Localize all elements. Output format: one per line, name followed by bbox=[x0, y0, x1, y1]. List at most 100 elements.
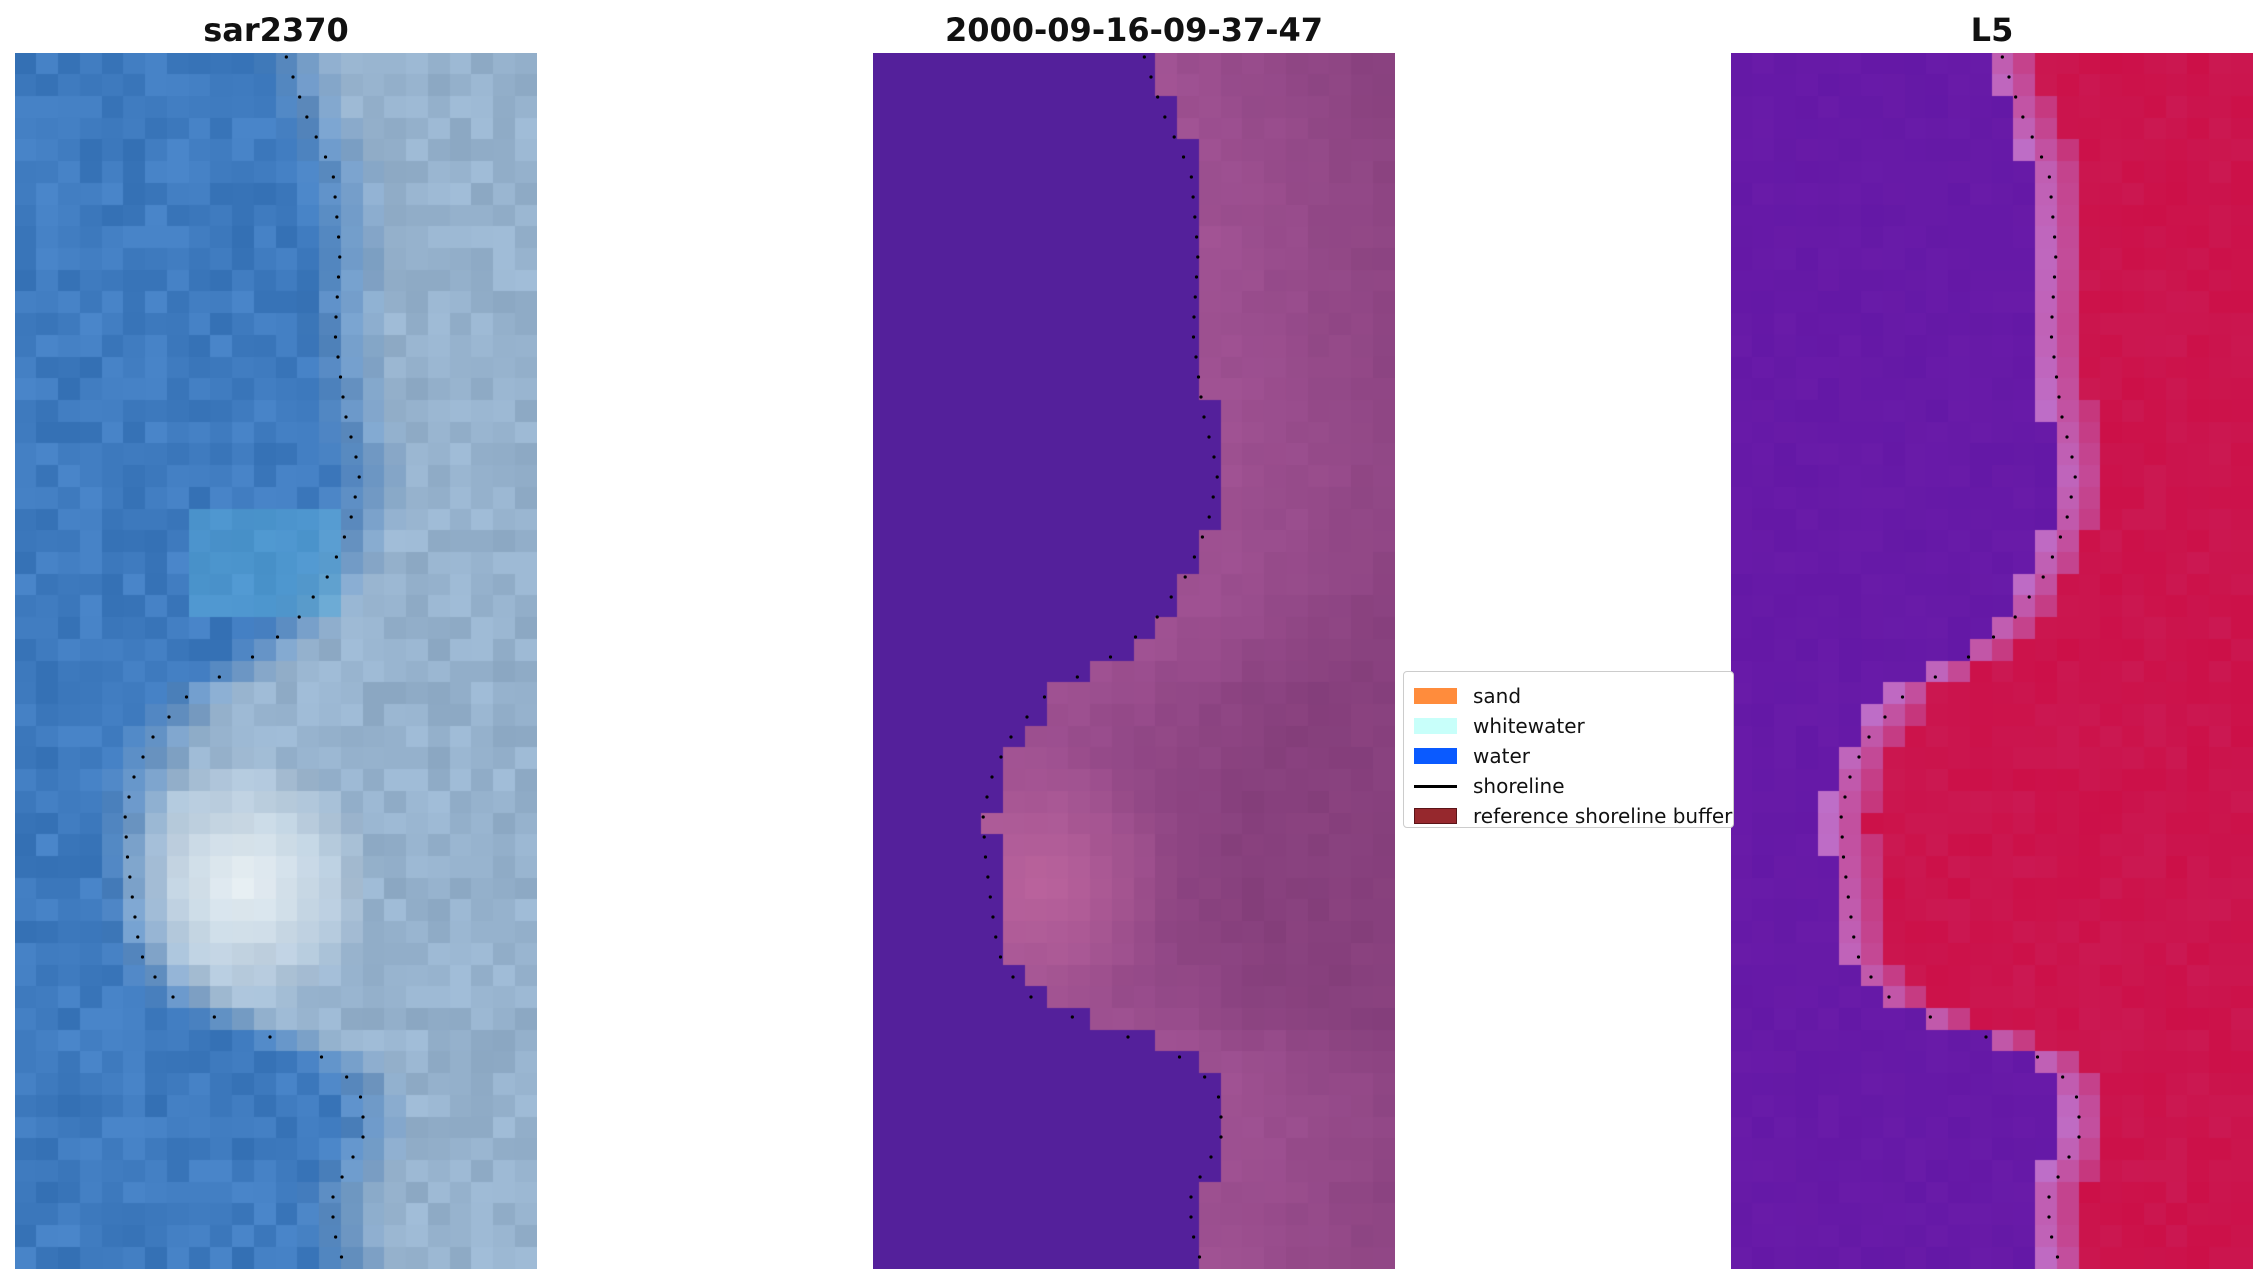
shoreline-dot bbox=[1883, 715, 1887, 719]
shoreline-dot bbox=[1841, 855, 1846, 859]
shoreline-dot bbox=[985, 795, 989, 799]
shoreline-dot bbox=[2065, 515, 2069, 519]
shoreline-dot bbox=[1852, 935, 1856, 939]
shoreline-dot bbox=[2073, 475, 2077, 479]
shoreline-dot bbox=[345, 1075, 349, 1079]
legend-item-sand: sand bbox=[1414, 682, 1521, 710]
shoreline-dot bbox=[1219, 1135, 1223, 1139]
shoreline-dot bbox=[357, 475, 361, 479]
shoreline-dot bbox=[333, 195, 337, 199]
shoreline-dot bbox=[990, 775, 994, 779]
shoreline-dot bbox=[2057, 395, 2061, 399]
shoreline-dot bbox=[344, 415, 348, 419]
shoreline-dot bbox=[988, 895, 992, 899]
shoreline-dot bbox=[354, 455, 358, 459]
shoreline-dot bbox=[2049, 195, 2053, 199]
shoreline-dot bbox=[1966, 655, 1971, 659]
shoreline-dot bbox=[136, 935, 140, 939]
shoreline-dot bbox=[986, 875, 990, 879]
shoreline-dot bbox=[1029, 995, 1033, 999]
shoreline-dot bbox=[1011, 975, 1015, 979]
shoreline-dot bbox=[127, 795, 131, 799]
shoreline-dot bbox=[1156, 95, 1160, 99]
classified-image bbox=[873, 53, 1395, 1269]
shoreline-dot bbox=[2077, 1115, 2081, 1119]
shoreline-overlay bbox=[981, 55, 1223, 1259]
shoreline-dot bbox=[2061, 1075, 2065, 1079]
shoreline-dot bbox=[2007, 75, 2011, 79]
shoreline-dot bbox=[217, 675, 221, 679]
shoreline-dot bbox=[338, 375, 343, 379]
shoreline-dot bbox=[341, 395, 345, 399]
shoreline-dot bbox=[1857, 755, 1861, 759]
shoreline-dot bbox=[1108, 655, 1113, 659]
shoreline-dot bbox=[2052, 275, 2057, 279]
shoreline-dot bbox=[333, 335, 338, 339]
shoreline-dot bbox=[334, 555, 338, 559]
shoreline-dot bbox=[353, 495, 357, 499]
shoreline-dot bbox=[2053, 235, 2057, 239]
shoreline-dot bbox=[297, 615, 301, 619]
legend-item-whitewater: whitewater bbox=[1414, 712, 1585, 740]
shoreline-dot bbox=[1189, 1195, 1193, 1199]
shoreline-dot bbox=[1169, 595, 1173, 599]
shoreline-dot bbox=[1848, 775, 1852, 779]
shoreline-dot bbox=[361, 1115, 365, 1119]
index-image bbox=[1731, 53, 2253, 1269]
shoreline-dot bbox=[1211, 495, 1215, 499]
shoreline-dot bbox=[1070, 1015, 1074, 1019]
shoreline-dot bbox=[336, 355, 340, 359]
shoreline-dot bbox=[151, 735, 155, 739]
legend-label: water bbox=[1473, 744, 1530, 768]
shoreline-dot bbox=[361, 1135, 365, 1139]
shoreline-dot bbox=[342, 535, 346, 539]
shoreline-dot bbox=[2047, 1215, 2051, 1219]
shoreline-dot bbox=[1207, 515, 1211, 519]
shoreline-dot bbox=[351, 1155, 355, 1159]
shoreline-dot bbox=[339, 1255, 344, 1259]
shoreline-dot bbox=[1189, 175, 1193, 179]
shoreline-dot bbox=[2047, 175, 2051, 179]
shoreline-dot bbox=[349, 435, 353, 439]
shoreline-dot bbox=[132, 775, 136, 779]
shoreline-dot bbox=[2054, 255, 2058, 259]
shoreline-dot bbox=[1202, 415, 1206, 419]
legend-item-reference-shoreline-buffer: reference shoreline buffer bbox=[1414, 802, 1733, 828]
shoreline-dot bbox=[2035, 1055, 2040, 1059]
shoreline-dot bbox=[1042, 695, 1047, 699]
legend-label: reference shoreline buffer bbox=[1473, 804, 1733, 828]
shoreline-dot bbox=[1133, 635, 1138, 639]
shoreline-dot bbox=[305, 115, 309, 119]
shoreline-dot bbox=[141, 755, 145, 759]
shoreline-dot bbox=[2050, 315, 2054, 319]
shoreline-dot bbox=[1849, 915, 1853, 919]
shoreline-dot bbox=[1181, 155, 1186, 159]
shoreline-dot bbox=[340, 1175, 344, 1179]
shoreline-dot bbox=[1198, 1175, 1202, 1179]
shoreline-dot bbox=[1887, 995, 1891, 999]
shoreline-dot bbox=[153, 975, 157, 979]
reference-buffer-swatch bbox=[1414, 808, 1457, 824]
shoreline-dot bbox=[2060, 415, 2064, 419]
shoreline-dot bbox=[2047, 1195, 2051, 1199]
shoreline-dot bbox=[319, 1055, 324, 1059]
shoreline-dot bbox=[1867, 735, 1871, 739]
shoreline-dot bbox=[1933, 675, 1937, 679]
shoreline-dot bbox=[1126, 1035, 1130, 1039]
shoreline-dot bbox=[2077, 1135, 2081, 1139]
shoreline-dot bbox=[982, 835, 986, 839]
panel-title-l5: L5 bbox=[1970, 11, 2014, 49]
shoreline-dot bbox=[1216, 1095, 1221, 1099]
shoreline-dot bbox=[298, 95, 302, 99]
shoreline-dot bbox=[323, 155, 328, 159]
shoreline-dot bbox=[1209, 1155, 1213, 1159]
shoreline-dot bbox=[2069, 495, 2073, 499]
shoreline-dot bbox=[1183, 575, 1187, 579]
shoreline-dot bbox=[2014, 95, 2018, 99]
whitewater-swatch bbox=[1414, 718, 1457, 734]
shoreline-dot bbox=[1191, 335, 1196, 339]
shoreline-dot bbox=[334, 1235, 338, 1239]
shoreline-dot bbox=[1193, 215, 1197, 219]
shoreline-dot bbox=[1839, 815, 1843, 819]
shoreline-dot bbox=[2013, 615, 2017, 619]
